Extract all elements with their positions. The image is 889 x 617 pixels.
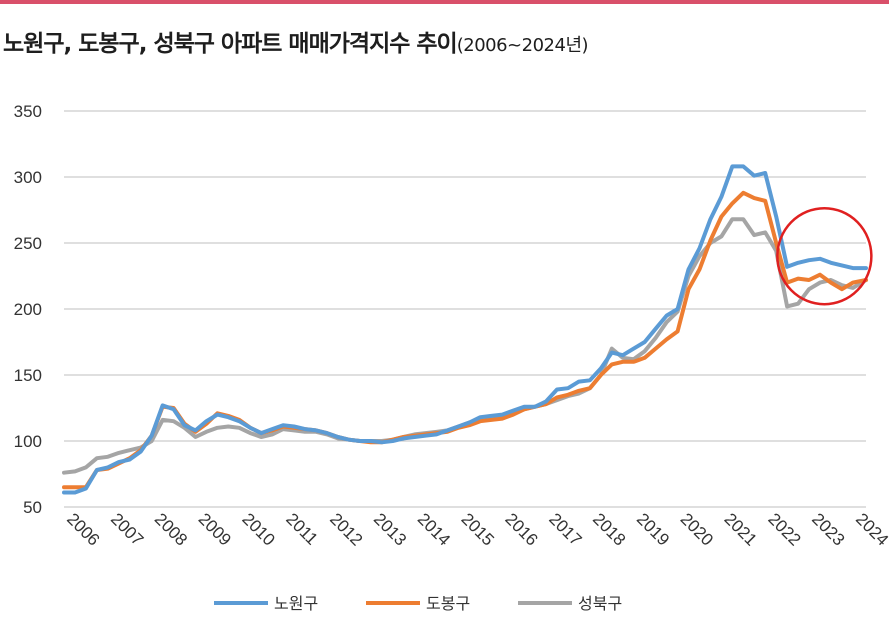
y-axis-ticks: 50 100 150 200 250 300 350 [14,102,42,517]
x-tick-label: 2020 [677,509,717,549]
x-tick-label: 2008 [151,509,191,549]
y-tick-label: 300 [14,168,42,187]
x-tick-label: 2013 [370,509,410,549]
x-tick-label: 2016 [501,509,541,549]
y-tick-label: 100 [14,432,42,451]
x-tick-label: 2007 [107,509,147,549]
y-tick-label: 50 [23,498,42,517]
highlight-circle [776,206,873,306]
y-tick-label: 250 [14,234,42,253]
gridlines [64,110,866,508]
x-tick-label: 2017 [545,509,585,549]
series-line-3 [62,217,868,475]
x-tick-label: 2009 [195,509,235,549]
series-line-1 [62,164,868,495]
series-lines [62,164,868,495]
x-tick-label: 2019 [633,509,673,549]
x-tick-label: 2022 [764,509,804,549]
x-tick-label: 2012 [326,509,366,549]
chart-title: 노원구, 도봉구, 성북구 아파트 매매가격지수 추이(2006~2024년) [3,24,589,58]
x-tick-label: 2010 [238,509,278,549]
x-tick-label: 2021 [721,509,761,549]
x-tick-label: 2018 [589,509,629,549]
x-tick-label: 2014 [414,509,454,549]
x-tick-label: 2023 [808,509,848,549]
x-tick-label: 2011 [282,509,321,548]
y-tick-label: 200 [14,300,42,319]
legend-label: 노원구 [274,594,318,613]
y-tick-label: 350 [14,102,42,121]
legend-label: 성북구 [578,594,622,613]
x-tick-label: 2006 [63,509,103,549]
series-line-2 [62,190,868,490]
legend: 노원구 도봉구 성북구 [214,594,622,613]
legend-label: 도봉구 [426,594,470,613]
x-tick-label: 2024 [852,509,889,549]
x-tick-label: 2015 [458,509,498,549]
y-tick-label: 150 [14,366,42,385]
top-accent-bar [0,0,889,4]
chart-title-range: (2006~2024년) [456,35,589,56]
x-axis-ticks: 2006 2007 2008 2009 2010 2011 2012 2013 2014 2015… [63,509,889,549]
chart-title-main: 노원구, 도봉구, 성북구 아파트 매매가격지수 추이 [3,31,458,57]
annotations [776,206,873,306]
